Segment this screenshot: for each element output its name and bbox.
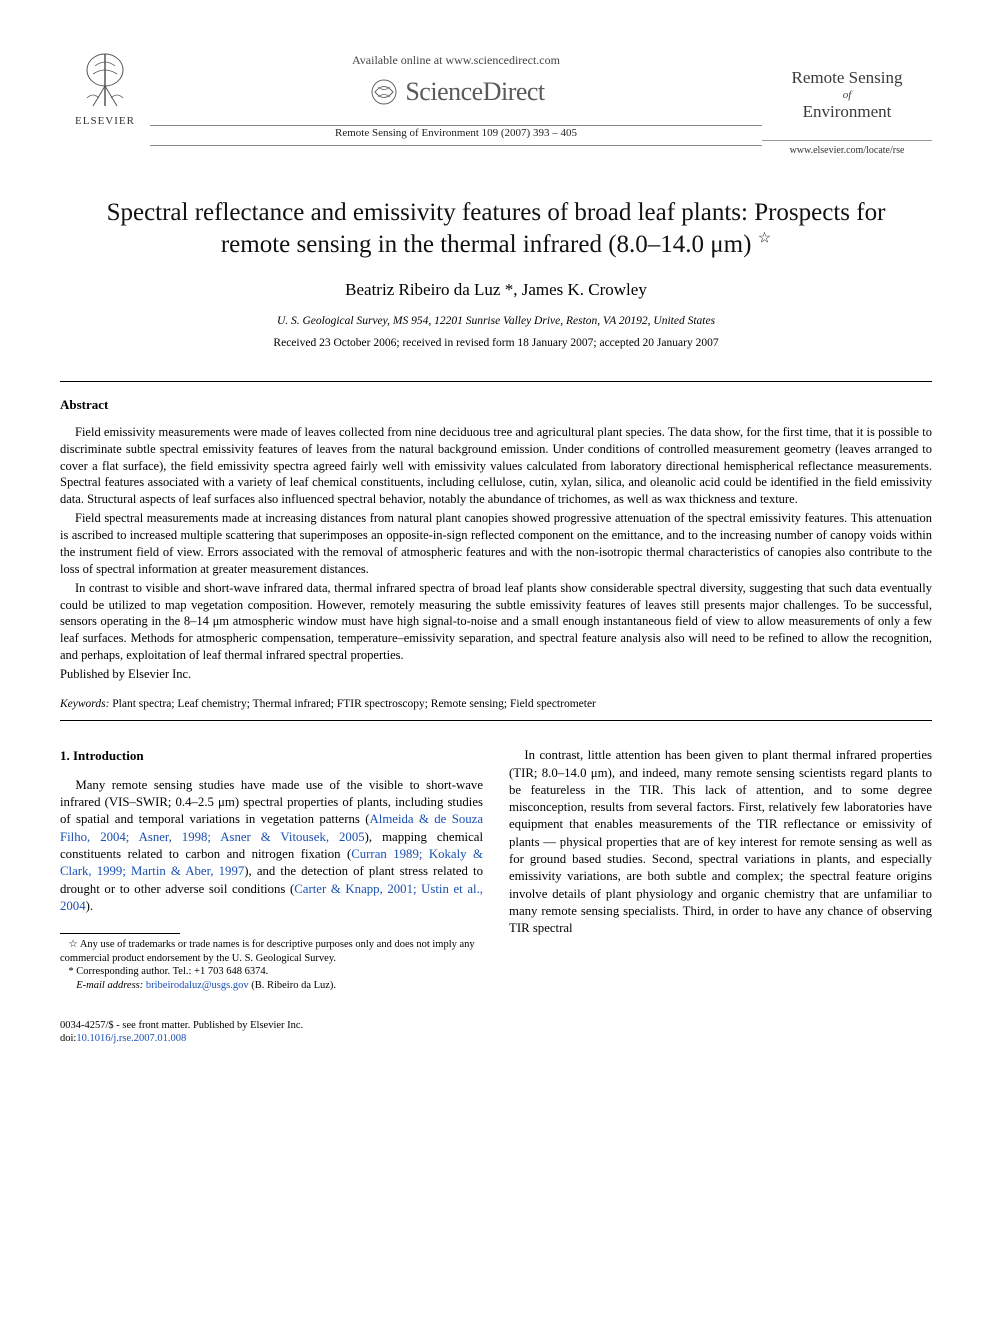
footnote-rule <box>60 933 180 934</box>
elsevier-logo-block: ELSEVIER <box>60 48 150 129</box>
body-columns: 1. Introduction Many remote sensing stud… <box>60 747 932 1046</box>
footnote-corresponding: * Corresponding author. Tel.: +1 703 648… <box>60 965 483 979</box>
sciencedirect-icon <box>367 75 401 109</box>
front-matter-line: 0034-4257/$ - see front matter. Publishe… <box>60 1019 483 1033</box>
title-text: Spectral reflectance and emissivity feat… <box>107 199 886 258</box>
email-tail: (B. Ribeiro da Luz). <box>249 980 336 991</box>
footnote-email: E-mail address: bribeirodaluz@usgs.gov (… <box>60 979 483 993</box>
section-1-heading: 1. Introduction <box>60 747 483 765</box>
title-footnote-star: ☆ <box>758 231 771 247</box>
abstract-rule-top <box>60 381 932 382</box>
footnotes: ☆ Any use of trademarks or trade names i… <box>60 933 483 993</box>
intro-para-1: Many remote sensing studies have made us… <box>60 777 483 915</box>
footnote-star: ☆ Any use of trademarks or trade names i… <box>60 938 483 965</box>
sciencedirect-text: ScienceDirect <box>405 74 544 109</box>
doi-label: doi: <box>60 1033 76 1044</box>
abstract-para-3: In contrast to visible and short-wave in… <box>60 580 932 664</box>
published-by: Published by Elsevier Inc. <box>60 666 932 683</box>
header-center: Available online at www.sciencedirect.co… <box>150 48 762 146</box>
abstract-para-1: Field emissivity measurements were made … <box>60 424 932 508</box>
affiliation: U. S. Geological Survey, MS 954, 12201 S… <box>60 314 932 330</box>
keywords-label: Keywords: <box>60 698 109 710</box>
abstract-heading: Abstract <box>60 396 932 414</box>
doi-line: doi:10.1016/j.rse.2007.01.008 <box>60 1032 483 1046</box>
email-link[interactable]: bribeirodaluz@usgs.gov <box>146 980 249 991</box>
available-online-text: Available online at www.sciencedirect.co… <box>150 52 762 68</box>
p1-text-d: ). <box>86 899 93 913</box>
journal-of: of <box>762 89 932 102</box>
authors: Beatriz Ribeiro da Luz *, James K. Crowl… <box>60 279 932 302</box>
article-dates: Received 23 October 2006; received in re… <box>60 336 932 352</box>
journal-line1: Remote Sensing <box>792 68 903 87</box>
email-label: E-mail address: <box>76 980 143 991</box>
abstract-para-2: Field spectral measurements made at incr… <box>60 510 932 578</box>
header-right: Remote Sensing of Environment www.elsevi… <box>762 48 932 157</box>
elsevier-label: ELSEVIER <box>60 114 150 129</box>
intro-para-2: In contrast, little attention has been g… <box>509 747 932 937</box>
journal-line2: Environment <box>803 102 892 121</box>
abstract-body: Field emissivity measurements were made … <box>60 424 932 683</box>
locate-url: www.elsevier.com/locate/rse <box>762 140 932 158</box>
citation-line: Remote Sensing of Environment 109 (2007)… <box>150 126 762 141</box>
article-title: Spectral reflectance and emissivity feat… <box>80 197 912 261</box>
page: ELSEVIER Available online at www.science… <box>0 0 992 1086</box>
elsevier-tree-icon <box>73 48 137 112</box>
sciencedirect-logo: ScienceDirect <box>367 74 544 109</box>
doi-block: 0034-4257/$ - see front matter. Publishe… <box>60 1019 483 1046</box>
header: ELSEVIER Available online at www.science… <box>60 48 932 157</box>
abstract-rule-bottom <box>60 720 932 721</box>
header-rule-bottom <box>150 145 762 146</box>
keywords-text: Plant spectra; Leaf chemistry; Thermal i… <box>112 698 596 710</box>
journal-name: Remote Sensing of Environment <box>762 68 932 122</box>
doi-link[interactable]: 10.1016/j.rse.2007.01.008 <box>76 1033 186 1044</box>
keywords: Keywords: Plant spectra; Leaf chemistry;… <box>60 697 932 713</box>
